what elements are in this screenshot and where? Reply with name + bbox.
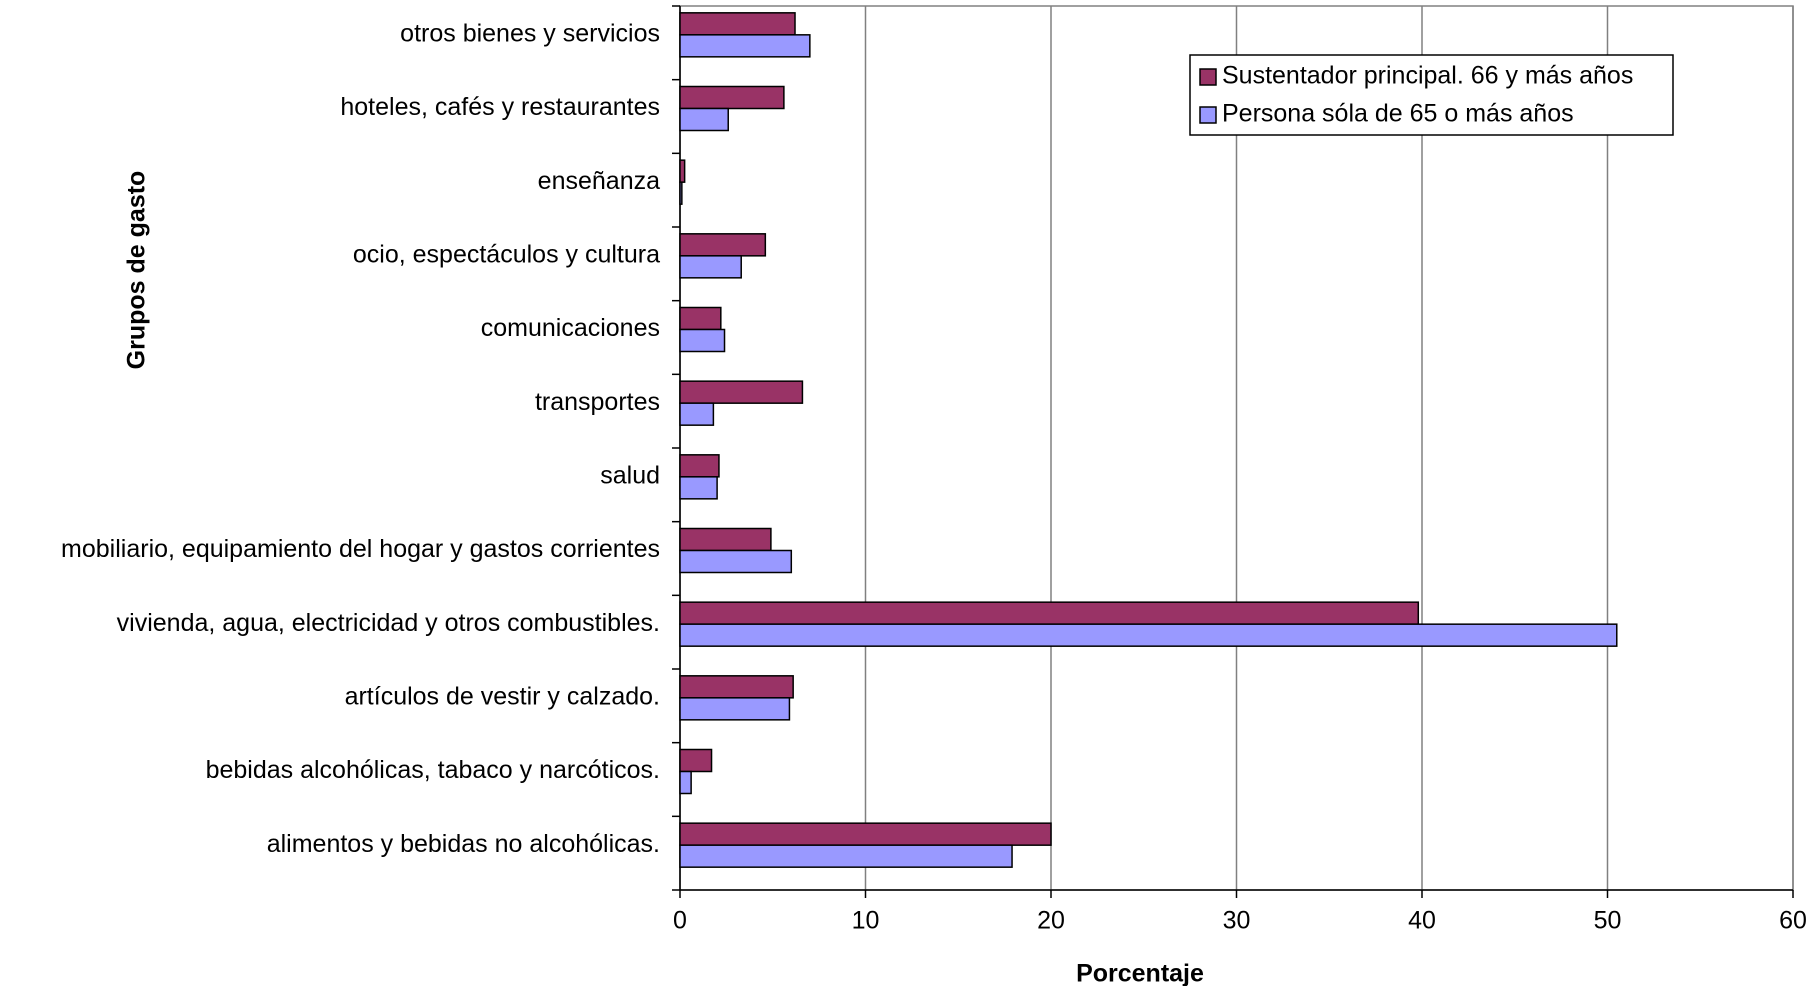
bar	[679, 454, 720, 478]
legend-label: Persona sóla de 65 o más años	[1222, 100, 1574, 128]
bar	[679, 476, 718, 500]
bar	[679, 306, 722, 331]
bar	[679, 402, 715, 426]
bar	[679, 697, 791, 721]
y-axis-title: Grupos de gasto	[123, 171, 151, 370]
legend-label: Sustentador principal. 66 y más años	[1222, 62, 1633, 90]
y-tick-label: salud	[600, 461, 660, 489]
x-tick-label: 30	[1223, 907, 1251, 935]
bar	[679, 255, 742, 279]
bar	[679, 822, 1052, 846]
y-tick-label: vivienda, agua, electricidad y otros com…	[117, 609, 660, 637]
bar	[679, 748, 713, 773]
y-tick-label: mobiliario, equipamiento del hogar y gas…	[61, 535, 660, 563]
bar	[679, 181, 683, 205]
bar	[679, 12, 796, 36]
x-tick-label: 0	[673, 907, 687, 935]
bar	[679, 844, 1013, 868]
legend-swatch	[1199, 68, 1217, 86]
bar	[679, 159, 686, 183]
bar	[679, 34, 811, 58]
y-tick-label: otros bienes y servicios	[400, 19, 660, 47]
x-tick-label: 50	[1594, 907, 1622, 935]
bar	[679, 549, 793, 574]
bar	[679, 233, 767, 257]
legend-swatch	[1199, 106, 1217, 124]
bar	[679, 527, 772, 552]
y-tick-label: ocio, espectáculos y cultura	[353, 240, 660, 268]
y-tick-label: transportes	[535, 388, 660, 416]
y-tick-label: hoteles, cafés y restaurantes	[340, 93, 660, 121]
x-axis-title: Porcentaje	[1076, 960, 1204, 986]
bar	[679, 107, 729, 132]
bar	[679, 601, 1420, 625]
bar	[679, 623, 1618, 647]
bar	[679, 328, 726, 353]
bar	[679, 380, 804, 404]
x-tick-label: 40	[1408, 907, 1436, 935]
y-tick-label: enseñanza	[538, 167, 660, 195]
bar	[679, 770, 692, 795]
bar	[679, 675, 794, 699]
legend-box	[1189, 54, 1674, 136]
y-tick-label: comunicaciones	[481, 314, 660, 342]
x-tick-label: 60	[1779, 907, 1807, 935]
y-tick-label: artículos de vestir y calzado.	[345, 682, 660, 710]
x-tick-label: 10	[852, 907, 880, 935]
y-tick-label: bebidas alcohólicas, tabaco y narcóticos…	[206, 756, 660, 784]
y-tick-label: alimentos y bebidas no alcohólicas.	[267, 830, 660, 858]
x-tick-label: 20	[1037, 907, 1065, 935]
bar	[679, 85, 785, 110]
legend: Sustentador principal. 66 y más años Pers…	[1189, 54, 1674, 136]
